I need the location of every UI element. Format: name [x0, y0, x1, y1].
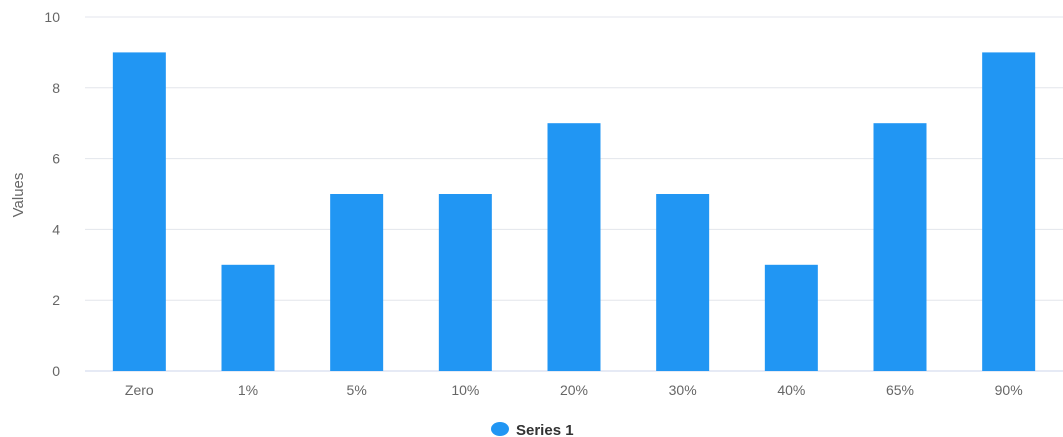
x-tick-label: 40% — [777, 382, 805, 398]
y-tick-label: 0 — [52, 363, 60, 379]
x-tick-label: 20% — [560, 382, 588, 398]
x-tick-label: Zero — [125, 382, 154, 398]
bar-20%[interactable] — [547, 123, 601, 371]
bar-65%[interactable] — [873, 123, 927, 371]
bar-10%[interactable] — [438, 194, 492, 371]
x-tick-label: 5% — [347, 382, 367, 398]
y-tick-label: 6 — [52, 151, 60, 167]
bar-40%[interactable] — [764, 264, 818, 371]
y-tick-label: 4 — [52, 221, 60, 237]
legend-marker-series-1 — [491, 422, 509, 436]
legend[interactable]: Series 1 — [491, 422, 574, 437]
y-tick-label: 2 — [52, 292, 60, 308]
bars — [112, 52, 1036, 372]
x-tick-label: 1% — [238, 382, 258, 398]
y-tick-label: 8 — [52, 80, 60, 96]
bar-Zero[interactable] — [112, 52, 166, 372]
y-axis-ticks: 0 2 4 6 8 10 — [44, 9, 60, 379]
y-axis-title: Values — [10, 173, 27, 218]
bar-5%[interactable] — [330, 194, 384, 371]
x-tick-label: 30% — [669, 382, 697, 398]
bar-90%[interactable] — [982, 52, 1036, 372]
x-tick-label: 90% — [995, 382, 1023, 398]
bar-30%[interactable] — [656, 194, 710, 371]
x-tick-label: 10% — [451, 382, 479, 398]
legend-label-series-1[interactable]: Series 1 — [516, 422, 574, 437]
bar-1%[interactable] — [221, 264, 275, 371]
x-tick-label: 65% — [886, 382, 914, 398]
x-axis-ticks: Zero 1% 5% 10% 20% 30% 40% 65% 90% — [125, 382, 1023, 398]
y-tick-label: 10 — [44, 9, 60, 25]
